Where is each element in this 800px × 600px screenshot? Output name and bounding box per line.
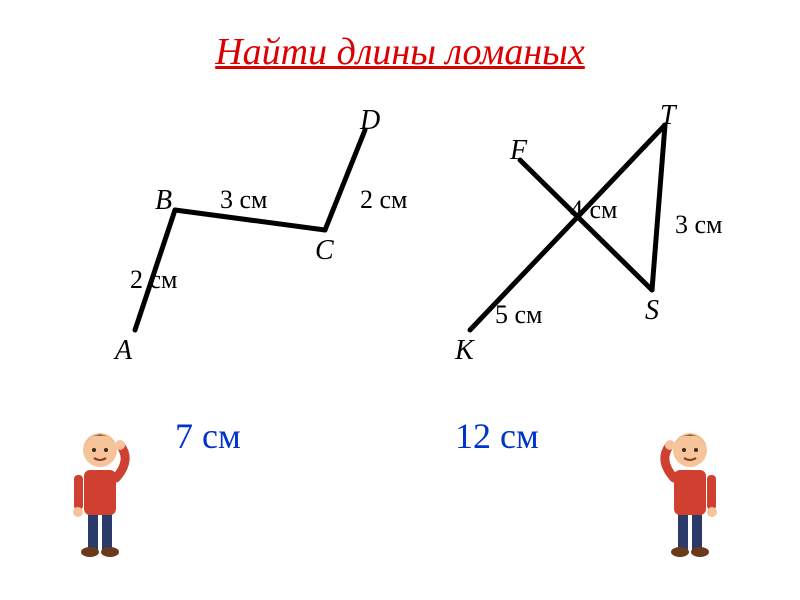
answer-left: 7 см: [175, 415, 241, 457]
diagram-label: C: [315, 235, 334, 267]
answer-right: 12 см: [455, 415, 539, 457]
diagram-label: 2 см: [360, 185, 408, 215]
diagram-label: K: [455, 335, 474, 367]
diagram-label: T: [660, 100, 676, 132]
diagram-label: 4 см: [570, 195, 618, 225]
boy-left: [60, 420, 140, 560]
diagram-label: S: [645, 295, 659, 327]
diagram-label: B: [155, 185, 172, 217]
diagram-label: D: [360, 105, 380, 137]
diagram-label: 2 см: [130, 265, 178, 295]
diagram-label: F: [510, 135, 527, 167]
diagram-label: 3 см: [675, 210, 723, 240]
diagram-label: 3 см: [220, 185, 268, 215]
diagram-label: 5 см: [495, 300, 543, 330]
diagram-label: A: [115, 335, 132, 367]
boy-right: [650, 420, 730, 560]
